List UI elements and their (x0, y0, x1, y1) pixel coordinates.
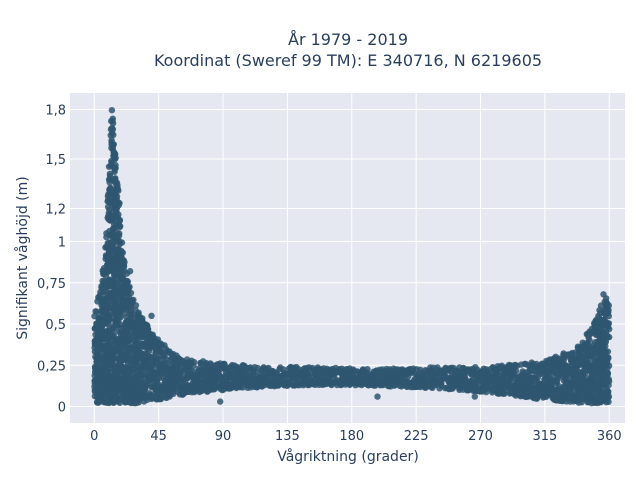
y-tick-label: 1 (58, 236, 66, 251)
chart-title-line-1: År 1979 - 2019 (288, 30, 408, 49)
data-point (110, 131, 117, 139)
data-point (555, 382, 562, 390)
data-point (93, 308, 101, 315)
data-point (132, 302, 140, 309)
y-tick-label: 0,5 (45, 318, 66, 333)
data-point (120, 257, 127, 264)
y-tick-label: 0,25 (37, 359, 66, 374)
data-point (606, 333, 613, 341)
data-point (111, 329, 118, 336)
data-point (127, 289, 135, 297)
x-tick-label: 315 (532, 429, 557, 444)
x-axis-title: Vågriktning (grader) (277, 448, 419, 465)
data-point (113, 193, 121, 200)
x-axis-ticks: 0 45 90 135 180 225 270 315 360 (90, 429, 622, 444)
x-tick-label: 270 (468, 429, 493, 444)
data-point (126, 268, 134, 275)
data-point (111, 156, 119, 163)
data-point (605, 313, 612, 320)
data-points (91, 107, 613, 407)
data-point (604, 301, 611, 309)
data-point (374, 393, 381, 400)
data-point (98, 284, 105, 291)
y-axis-title: Signifikant våghöjd (m) (14, 176, 31, 339)
data-point (118, 239, 126, 246)
data-point (116, 217, 123, 225)
data-point (148, 312, 155, 319)
x-tick-label: 135 (275, 429, 300, 444)
y-tick-label: 1,5 (45, 153, 66, 168)
data-point (109, 126, 117, 133)
data-point (605, 306, 612, 314)
data-point (120, 262, 127, 269)
y-tick-label: 1,8 (45, 104, 66, 119)
x-tick-label: 180 (339, 429, 364, 444)
chart-title-line-2: Koordinat (Sweref 99 TM): E 340716, N 62… (154, 51, 542, 70)
y-tick-label: 0,75 (37, 277, 66, 292)
data-point (604, 370, 612, 377)
data-point (119, 249, 127, 256)
data-point (605, 362, 613, 369)
data-point (116, 230, 123, 237)
data-point (116, 199, 123, 207)
data-point (605, 320, 613, 327)
data-point (364, 366, 371, 373)
data-point (604, 348, 612, 355)
data-point (108, 107, 116, 114)
data-point (586, 337, 593, 344)
x-tick-label: 0 (90, 429, 98, 444)
x-tick-label: 90 (215, 429, 232, 444)
data-point (604, 354, 612, 361)
data-point (124, 278, 131, 285)
data-point (125, 285, 132, 292)
y-axis-ticks: 0 0,25 0,5 0,75 1 1,2 1,5 1,8 (37, 104, 66, 416)
data-point (217, 398, 224, 405)
data-point (109, 120, 117, 127)
data-point (606, 325, 613, 333)
x-tick-label: 225 (404, 429, 429, 444)
data-point (512, 367, 520, 375)
x-tick-label: 45 (150, 429, 167, 444)
data-point (115, 211, 122, 218)
data-point (605, 375, 612, 383)
data-point (190, 359, 198, 366)
data-point (110, 141, 118, 148)
x-tick-label: 360 (597, 429, 622, 444)
data-point (471, 393, 478, 400)
data-point (116, 223, 124, 231)
y-tick-label: 1,2 (45, 203, 66, 218)
data-point (600, 291, 607, 298)
data-point (604, 388, 611, 395)
data-point (109, 241, 116, 249)
data-point (605, 393, 613, 400)
data-point (111, 164, 119, 171)
data-point (128, 297, 136, 304)
data-point (113, 179, 121, 186)
y-tick-label: 0 (58, 401, 66, 416)
